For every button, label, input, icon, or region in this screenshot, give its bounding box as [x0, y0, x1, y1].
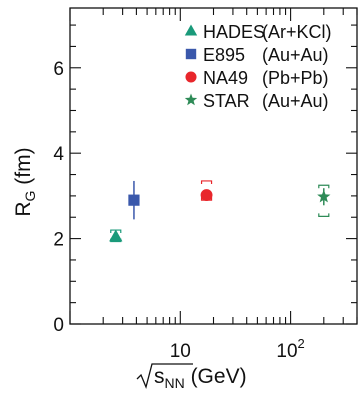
legend-label-star: STAR [203, 91, 250, 111]
y-tick-label: 6 [53, 59, 64, 80]
y-tick-label: 4 [53, 144, 64, 165]
x-tick-label: 10 [170, 341, 191, 362]
legend-marker-e895 [185, 48, 197, 60]
x-tick-label: 102 [276, 336, 304, 362]
y-axis-label: RG (fm) [12, 147, 38, 216]
y-tick-label: 0 [53, 315, 64, 336]
star-systematic-error [318, 184, 330, 217]
y-tick-label: 2 [53, 230, 64, 251]
sqrt-symbol [136, 363, 193, 390]
legend-marker-star [184, 93, 198, 106]
legend-system-e895: (Au+Au) [262, 45, 329, 65]
legend-label-na49: NA49 [203, 68, 248, 88]
data-points-group [109, 180, 331, 243]
legend: HADES(Ar+KCl) E895 (Au+Au) NA49 (Pb+Pb) STAR (… [184, 22, 332, 111]
legend-marker-na49 [185, 71, 197, 83]
na49-point [200, 189, 213, 201]
legend-marker-hades [184, 24, 198, 36]
legend-system-na49: (Pb+Pb) [262, 68, 329, 88]
legend-system-hades: (Ar+KCl) [262, 22, 332, 42]
legend-label-hades: HADES [203, 22, 265, 42]
e895-point [128, 194, 140, 206]
star-point [317, 189, 331, 203]
axis-ticks-group: 0 2 4 6 10 102 [53, 8, 358, 362]
hades-point [109, 229, 123, 242]
x-axis-label-text: sNN (GeV) [154, 365, 247, 391]
x-axis-label: sNN (GeV) [136, 363, 247, 391]
legend-system-star: (Au+Au) [262, 91, 329, 111]
legend-label-e895: E895 [203, 45, 245, 65]
